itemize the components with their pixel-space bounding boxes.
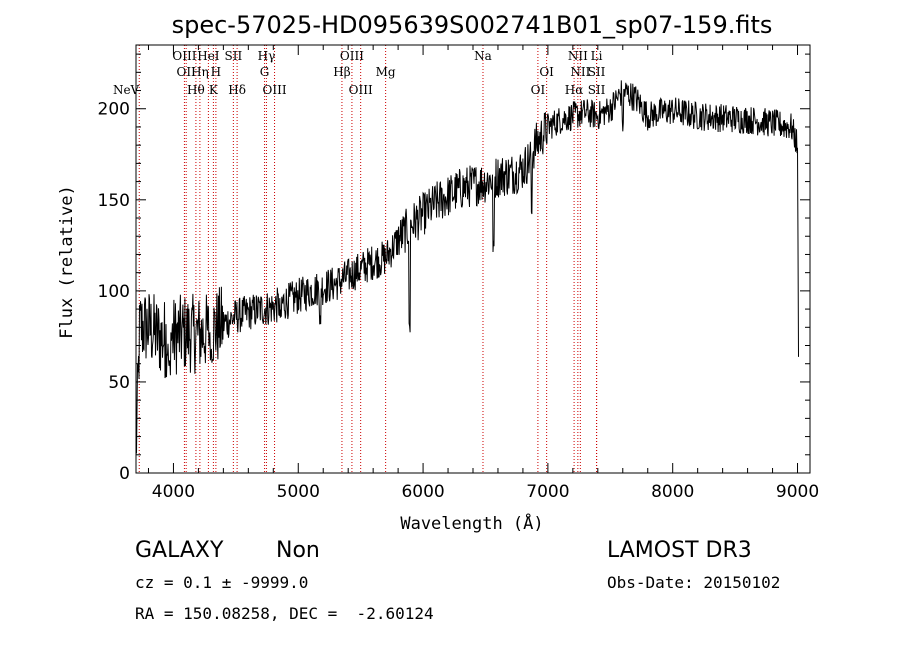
spectral-line-label: K	[209, 83, 219, 97]
spectral-line-label: Mg	[376, 65, 396, 79]
survey-name: LAMOST DR3	[607, 538, 752, 563]
x-tick-label: 9000	[776, 482, 819, 502]
object-class: GALAXY	[135, 538, 224, 563]
x-tick-label: 5000	[277, 482, 320, 502]
spectral-line-label: OIII	[172, 49, 196, 63]
spectral-line-label: NII	[568, 49, 588, 63]
spectral-line-label: OIII	[263, 83, 287, 97]
object-subclass: Non	[276, 538, 320, 563]
x-tick-label: 6000	[401, 482, 444, 502]
x-axis-label: Wavelength (Å)	[400, 512, 543, 534]
spectral-line-label: OI	[531, 83, 546, 97]
spectral-line-label: Hη	[191, 65, 209, 79]
spectral-line-label: H	[211, 65, 221, 79]
spectral-line-label: Hθ	[187, 83, 205, 97]
spectral-line-label: NII	[570, 65, 590, 79]
spectral-line-label: Na	[474, 49, 492, 63]
observation-date: Obs-Date: 20150102	[607, 573, 781, 592]
chart-title: spec-57025-HD095639S002741B01_sp07-159.f…	[172, 11, 773, 39]
spectral-line-label: OIII	[340, 49, 364, 63]
spectral-line-label: SII	[588, 65, 606, 79]
spectral-line-label: Hα	[565, 83, 584, 97]
spectral-line-label: SII	[225, 49, 243, 63]
y-tick-label: 0	[119, 464, 130, 484]
x-tick-label: 4000	[152, 482, 195, 502]
y-tick-label: 100	[98, 282, 130, 302]
spectral-line-label: G	[260, 65, 270, 79]
spectral-line-label: Hγ	[258, 49, 276, 63]
spectral-line-label: Li	[591, 49, 603, 63]
spectral-line-label: Hδ	[228, 83, 246, 97]
spectral-line-label: NeV	[113, 83, 140, 97]
spectral-line-label: OI	[539, 65, 554, 79]
spectral-line-label: Hβ	[333, 65, 350, 79]
y-axis-label: Flux (relative)	[57, 185, 77, 339]
y-tick-label: 50	[108, 373, 130, 393]
y-tick-label: 150	[98, 191, 130, 211]
spectral-line-labels: NeV OIII OII Hθ Hη HeI HK SII Hδ Hγ G OIII OIII Hβ OII…	[113, 49, 606, 97]
spectral-line-label: OIII	[349, 83, 373, 97]
axis-ticks: 4000 5000 6000 7000 8000 9000 0 50 100 150 200	[98, 45, 819, 502]
spectrum-series-line	[135, 80, 799, 454]
y-tick-label: 200	[98, 100, 130, 120]
redshift-readout: cz = 0.1 ± -9999.0	[135, 573, 309, 592]
spectral-line-label: OII	[177, 65, 197, 79]
x-tick-label: 8000	[651, 482, 694, 502]
coordinates-readout: RA = 150.08258, DEC = -2.60124	[135, 604, 434, 623]
x-tick-label: 7000	[526, 482, 569, 502]
spectral-line-label: HeI	[197, 49, 220, 63]
spectral-line-label: SII	[588, 83, 606, 97]
